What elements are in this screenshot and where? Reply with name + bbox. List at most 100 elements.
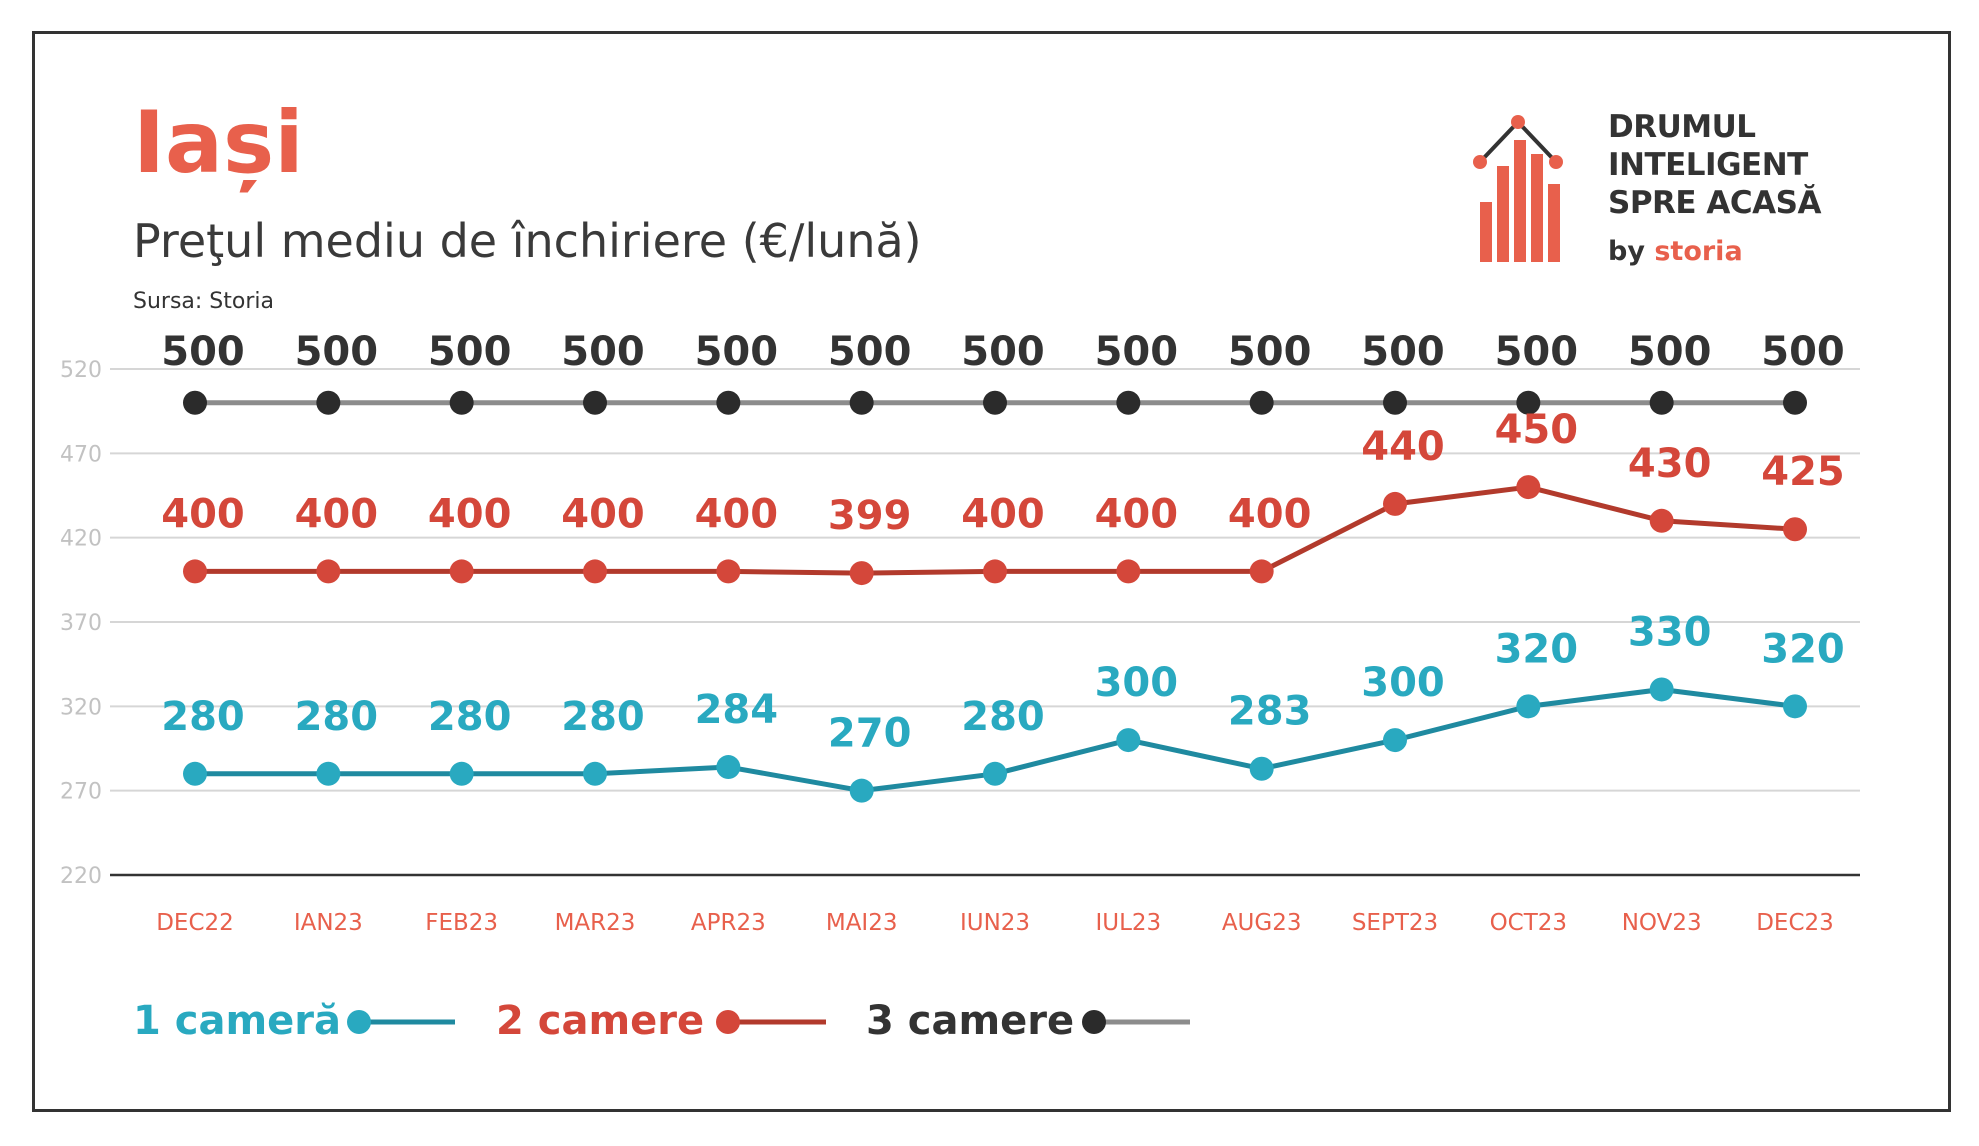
series-1-camera-data-label: 283 [1228,689,1312,735]
series-2-camere-data-label: 400 [1095,491,1179,537]
x-tick-label: MAI23 [826,910,898,936]
series-1-camera-data-label: 280 [961,694,1045,740]
chart-subtitle: Preţul mediu de închiriere (€/lună) [133,214,922,268]
series-2-camere-data-label: 450 [1495,407,1579,453]
series-3-camere-point [1783,390,1807,415]
series-1-camera-point [449,761,474,786]
series-3-camere-point [583,390,607,415]
y-tick-label: 370 [60,611,102,636]
x-tick-label: DEC22 [156,910,234,936]
series-3-camere-point [983,390,1007,415]
x-tick-label: SEPT23 [1352,910,1438,936]
series-2-camere-data-label: 400 [1228,491,1312,537]
series-1-camera-point [849,778,874,803]
series-2-camere-point [983,559,1007,584]
series-1-camera-data-label: 320 [1495,626,1579,672]
x-tick-label: MAR23 [555,910,636,936]
series-3-camere-point [449,390,474,415]
source-note: Sursa: Storia [133,289,274,314]
y-tick-label: 470 [60,442,102,467]
series-2-camere-point [1516,475,1541,500]
x-tick-label: IAN23 [294,910,363,936]
logo-line-3: SPRE ACASĂ [1608,185,1821,221]
series-3-camere-data-label: 500 [1095,329,1179,375]
house-bars-icon [1473,115,1563,262]
series-3-camere-data-label: 500 [1628,329,1712,375]
series-1-camera-point [1249,756,1274,781]
series-2-camere-data-label: 400 [161,491,245,537]
legend-line-1-camera: 1 cameră [133,998,455,1044]
series-1-camera-data-label: 280 [428,694,512,740]
legend-marker-2-camere [716,1010,740,1034]
series-2-camere-data-label: 425 [1761,449,1845,495]
x-tick-label: OCT23 [1490,910,1567,936]
series-1-camera-point [1649,677,1674,702]
series-1-camera-point [583,761,607,786]
series-3-camere-data-label: 500 [161,329,245,375]
y-tick-label: 320 [60,695,102,720]
series-3-camere-point [316,390,341,415]
series-3-camere-data-label: 500 [1761,329,1845,375]
series-2-camere-point [583,559,607,584]
y-tick-label: 270 [60,780,102,805]
legend-label-3-camere: 3 camere [866,998,1074,1044]
storia-logo: DRUMUL INTELIGENT SPRE ACASĂ by storia [1468,110,1868,270]
series-1-camera-data-label: 330 [1628,609,1712,655]
series-1-camera-point [716,755,741,780]
legend-line-2-camere: 2 camere [496,998,826,1044]
x-tick-label: IUL23 [1095,910,1161,936]
series-1-camera-data-label: 280 [161,694,245,740]
series-3-camere-point [1516,390,1541,415]
series-3-camere-data-label: 500 [1361,329,1445,375]
series-1-camera-point [316,761,341,786]
series-3-camere-point [1383,390,1407,415]
series-2-camere-point [449,559,474,584]
series-3-camere-data-label: 500 [695,329,779,375]
logo-line-2: INTELIGENT [1608,147,1808,183]
series-3-camere-data-label: 500 [561,329,645,375]
series-2-camere-data-label: 400 [561,491,645,537]
series-3-camere-point [716,390,741,415]
series-3-camere-point [849,390,874,415]
series-2-camere-point [316,559,341,584]
x-tick-label: FEB23 [425,910,498,936]
series-3-camere-point [183,390,207,415]
logo-by: by [1608,236,1645,267]
series-2-camere-data-label: 440 [1361,424,1445,470]
y-tick-label: 520 [60,358,102,383]
series-1-camera-point [1783,694,1807,719]
chart-frame [32,31,1951,1112]
series-1-camera-point [1383,728,1407,753]
series-3-camere-data-label: 500 [1495,329,1579,375]
legend-label-2-camere: 2 camere [496,998,704,1044]
x-tick-label: DEC23 [1756,910,1834,936]
series-3-camere-data-label: 500 [1228,329,1312,375]
series-2-camere-point [1249,559,1274,584]
x-tick-label: AUG23 [1222,910,1302,936]
series-1-camera-data-label: 280 [561,694,645,740]
logo-byline: by storia [1608,236,1743,267]
series-1-camera-point [983,761,1007,786]
legend-marker-3-camere [1082,1010,1106,1034]
series-2-camere-point [1649,508,1674,533]
logo-line-1: DRUMUL [1608,109,1756,145]
series-2-camere-data-label: 400 [695,491,779,537]
series-1-camera-point [1516,694,1541,719]
series-3-camere-data-label: 500 [828,329,912,375]
series-1-camera-data-label: 300 [1095,660,1179,706]
legend-label-1-camera: 1 cameră [133,998,341,1044]
x-tick-label: IUN23 [960,910,1030,936]
series-3-camere-point [1649,390,1674,415]
series-1-camera-data-label: 320 [1761,626,1845,672]
series-2-camere-point [1383,491,1407,516]
legend-line-3-camere: 3 camere [866,998,1190,1044]
series-3-camere-point [1249,390,1274,415]
y-tick-label: 420 [60,527,102,552]
series-2-camere-point [1116,559,1141,584]
series-2-camere-point [716,559,741,584]
series-1-camera-data-label: 280 [295,694,379,740]
series-2-camere-data-label: 400 [428,491,512,537]
series-1-camera-data-label: 270 [828,711,912,757]
series-1-camera-point [1116,728,1141,753]
